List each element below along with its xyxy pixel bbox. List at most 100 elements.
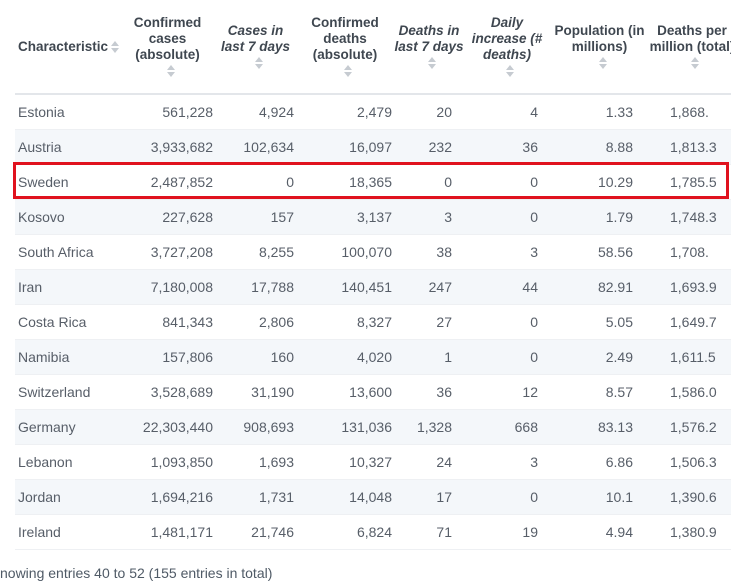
cell-characteristic: Lebanon <box>15 444 120 480</box>
cell-deaths-last-7-days: 17 <box>394 479 464 515</box>
cell-deaths-per-million: 1,586.0 <box>649 374 731 410</box>
cell-population: 6.86 <box>550 444 649 480</box>
table-row: Lebanon 1,093,850 1,693 10,327 24 3 6.86 1,506.… <box>15 444 731 480</box>
cell-daily-increase: 3 <box>464 234 550 270</box>
column-header-daily-increase[interactable]: Daily increase (# deaths) <box>464 0 550 95</box>
sort-icon[interactable] <box>506 64 514 77</box>
cell-confirmed-cases: 22,303,440 <box>120 409 215 445</box>
cell-characteristic: Kosovo <box>15 199 120 235</box>
cell-confirmed-cases: 2,487,852 <box>120 164 215 200</box>
cell-deaths-last-7-days: 1,328 <box>394 409 464 445</box>
cell-confirmed-cases: 561,228 <box>120 94 215 130</box>
column-header-confirmed-cases[interactable]: Confirmed cases (absolute) <box>120 0 215 95</box>
cell-confirmed-deaths: 3,137 <box>296 199 394 235</box>
cell-characteristic: Costa Rica <box>15 304 120 340</box>
cell-confirmed-cases: 3,528,689 <box>120 374 215 410</box>
cell-deaths-per-million: 1,868. <box>649 94 731 130</box>
column-header-label: Deaths in last 7 days <box>394 22 464 54</box>
table-row: Iran 7,180,008 17,788 140,451 247 44 82.91 1,69… <box>15 269 731 305</box>
column-header-deaths-last-7-days[interactable]: Deaths in last 7 days <box>394 0 464 95</box>
cell-deaths-per-million: 1,785.5 <box>649 164 731 200</box>
cell-cases-last-7-days: 160 <box>215 339 296 375</box>
cell-confirmed-deaths: 14,048 <box>296 479 394 515</box>
cell-cases-last-7-days: 31,190 <box>215 374 296 410</box>
column-header-characteristic[interactable]: Characteristic <box>15 0 120 95</box>
cell-cases-last-7-days: 908,693 <box>215 409 296 445</box>
cell-cases-last-7-days: 2,806 <box>215 304 296 340</box>
cell-deaths-per-million: 1,576.2 <box>649 409 731 445</box>
cell-daily-increase: 4 <box>464 94 550 130</box>
table-row: Estonia 561,228 4,924 2,479 20 4 1.33 1,868. <box>15 94 731 130</box>
sort-icon[interactable] <box>598 56 607 69</box>
cell-daily-increase: 19 <box>464 514 550 550</box>
cell-population: 58.56 <box>550 234 649 270</box>
cell-daily-increase: 668 <box>464 409 550 445</box>
cell-population: 83.13 <box>550 409 649 445</box>
cell-population: 2.49 <box>550 339 649 375</box>
cell-confirmed-cases: 157,806 <box>120 339 215 375</box>
cell-deaths-last-7-days: 0 <box>394 164 464 200</box>
cell-deaths-last-7-days: 247 <box>394 269 464 305</box>
column-header-cases-last-7-days[interactable]: Cases in last 7 days <box>215 0 296 95</box>
cell-deaths-per-million: 1,506.3 <box>649 444 731 480</box>
cell-daily-increase: 0 <box>464 339 550 375</box>
sort-icon[interactable] <box>166 64 175 77</box>
table-row: Namibia 157,806 160 4,020 1 0 2.49 1,611.5 <box>15 339 731 375</box>
cell-population: 8.88 <box>550 129 649 165</box>
column-header-confirmed-deaths[interactable]: Confirmed deaths (absolute) <box>296 0 394 95</box>
table-header: Characteristic Confirmed cases (absolute)… <box>15 0 731 95</box>
cell-confirmed-deaths: 16,097 <box>296 129 394 165</box>
cell-daily-increase: 44 <box>464 269 550 305</box>
column-header-label: Cases in last 7 days <box>220 22 291 54</box>
cell-population: 10.29 <box>550 164 649 200</box>
cell-daily-increase: 0 <box>464 479 550 515</box>
cell-confirmed-deaths: 2,479 <box>296 94 394 130</box>
column-header-deaths-per-million[interactable]: Deaths per million (total) <box>649 0 731 95</box>
cell-daily-increase: 36 <box>464 129 550 165</box>
sort-icon[interactable] <box>428 56 436 69</box>
cell-confirmed-cases: 7,180,008 <box>120 269 215 305</box>
sort-icon[interactable] <box>111 40 120 53</box>
cell-deaths-per-million: 1,390.6 <box>649 479 731 515</box>
cell-population: 1.33 <box>550 94 649 130</box>
cell-cases-last-7-days: 102,634 <box>215 129 296 165</box>
cell-deaths-last-7-days: 3 <box>394 199 464 235</box>
table-row: Costa Rica 841,343 2,806 8,327 27 0 5.05 1,649.… <box>15 304 731 340</box>
cell-confirmed-cases: 1,694,216 <box>120 479 215 515</box>
cell-confirmed-deaths: 4,020 <box>296 339 394 375</box>
cell-deaths-last-7-days: 36 <box>394 374 464 410</box>
table-row: Ireland 1,481,171 21,746 6,824 71 19 4.94 1,380… <box>15 514 731 550</box>
column-header-population[interactable]: Population (in millions) <box>550 0 649 95</box>
cell-deaths-per-million: 1,611.5 <box>649 339 731 375</box>
cell-confirmed-cases: 3,727,208 <box>120 234 215 270</box>
cell-confirmed-cases: 841,343 <box>120 304 215 340</box>
cell-population: 4.94 <box>550 514 649 550</box>
table-row: Austria 3,933,682 102,634 16,097 232 36 8.88 1,… <box>15 129 731 165</box>
column-header-label: Characteristic <box>18 38 109 54</box>
sort-icon[interactable] <box>254 56 263 69</box>
table-row: Kosovo 227,628 157 3,137 3 0 1.79 1,748.3 <box>15 199 731 235</box>
table-body: Estonia 561,228 4,924 2,479 20 4 1.33 1,868. Aus… <box>15 94 731 550</box>
sort-icon[interactable] <box>691 56 699 69</box>
cell-cases-last-7-days: 8,255 <box>215 234 296 270</box>
sort-icon[interactable] <box>344 64 352 77</box>
cell-characteristic: Sweden <box>15 164 120 200</box>
column-header-label: Population (in millions) <box>554 22 645 54</box>
cell-deaths-last-7-days: 1 <box>394 339 464 375</box>
cell-deaths-per-million: 1,649.7 <box>649 304 731 340</box>
column-header-label: Confirmed cases (absolute) <box>133 14 202 62</box>
cell-characteristic: Iran <box>15 269 120 305</box>
cell-daily-increase: 0 <box>464 304 550 340</box>
cell-confirmed-deaths: 18,365 <box>296 164 394 200</box>
cell-cases-last-7-days: 17,788 <box>215 269 296 305</box>
cell-confirmed-deaths: 100,070 <box>296 234 394 270</box>
cell-deaths-per-million: 1,693.9 <box>649 269 731 305</box>
cell-confirmed-cases: 1,093,850 <box>120 444 215 480</box>
cell-daily-increase: 3 <box>464 444 550 480</box>
cell-deaths-per-million: 1,813.3 <box>649 129 731 165</box>
cell-deaths-per-million: 1,708. <box>649 234 731 270</box>
cell-population: 8.57 <box>550 374 649 410</box>
cell-cases-last-7-days: 157 <box>215 199 296 235</box>
cell-daily-increase: 12 <box>464 374 550 410</box>
